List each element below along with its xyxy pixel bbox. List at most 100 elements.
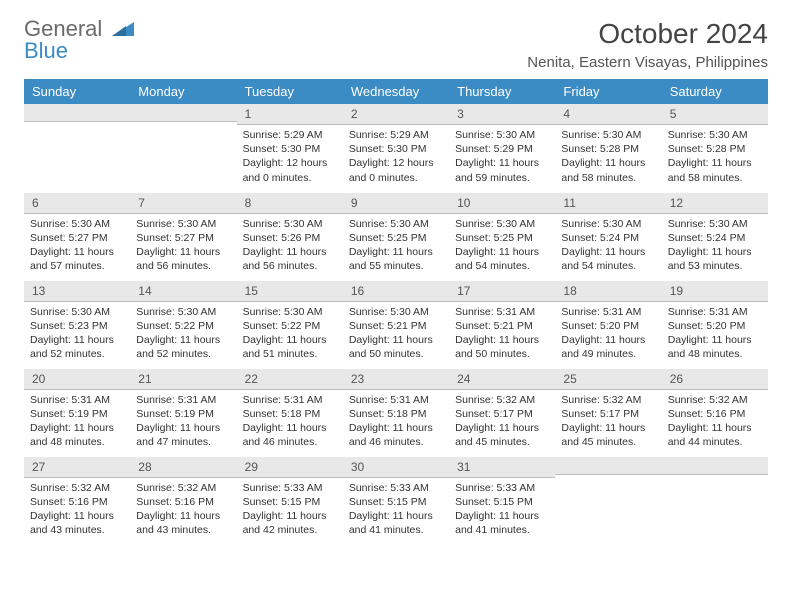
day-number: 31 [449, 457, 555, 478]
calendar-day-cell: 20Sunrise: 5:31 AMSunset: 5:19 PMDayligh… [24, 368, 130, 456]
calendar-week-row: 20Sunrise: 5:31 AMSunset: 5:19 PMDayligh… [24, 368, 768, 456]
calendar-day-cell: 1Sunrise: 5:29 AMSunset: 5:30 PMDaylight… [237, 104, 343, 192]
weekday-friday: Friday [555, 79, 661, 104]
calendar-day-cell: 23Sunrise: 5:31 AMSunset: 5:18 PMDayligh… [343, 368, 449, 456]
day-details: Sunrise: 5:30 AMSunset: 5:28 PMDaylight:… [662, 125, 768, 188]
calendar-day-cell: 22Sunrise: 5:31 AMSunset: 5:18 PMDayligh… [237, 368, 343, 456]
calendar-day-cell: 31Sunrise: 5:33 AMSunset: 5:15 PMDayligh… [449, 456, 555, 544]
day-number: 3 [449, 104, 555, 125]
calendar-day-cell: 7Sunrise: 5:30 AMSunset: 5:27 PMDaylight… [130, 192, 236, 280]
day-number: 11 [555, 193, 661, 214]
calendar-day-cell: 2Sunrise: 5:29 AMSunset: 5:30 PMDaylight… [343, 104, 449, 192]
day-details: Sunrise: 5:31 AMSunset: 5:19 PMDaylight:… [24, 390, 130, 453]
title-block: October 2024 Nenita, Eastern Visayas, Ph… [527, 18, 768, 71]
calendar-day-cell: 28Sunrise: 5:32 AMSunset: 5:16 PMDayligh… [130, 456, 236, 544]
day-number: 30 [343, 457, 449, 478]
day-number: 4 [555, 104, 661, 125]
page-header: General Blue October 2024 Nenita, Easter… [24, 18, 768, 71]
day-number: 26 [662, 369, 768, 390]
calendar-empty-cell [662, 456, 768, 544]
calendar-day-cell: 25Sunrise: 5:32 AMSunset: 5:17 PMDayligh… [555, 368, 661, 456]
calendar-day-cell: 3Sunrise: 5:30 AMSunset: 5:29 PMDaylight… [449, 104, 555, 192]
day-details: Sunrise: 5:30 AMSunset: 5:27 PMDaylight:… [130, 214, 236, 277]
month-title: October 2024 [527, 18, 768, 50]
day-number: 10 [449, 193, 555, 214]
day-number: 28 [130, 457, 236, 478]
day-details: Sunrise: 5:32 AMSunset: 5:16 PMDaylight:… [130, 478, 236, 541]
calendar-day-cell: 4Sunrise: 5:30 AMSunset: 5:28 PMDaylight… [555, 104, 661, 192]
location-text: Nenita, Eastern Visayas, Philippines [527, 54, 768, 71]
day-details: Sunrise: 5:31 AMSunset: 5:21 PMDaylight:… [449, 302, 555, 365]
empty-daynum [662, 457, 768, 475]
day-details: Sunrise: 5:32 AMSunset: 5:17 PMDaylight:… [449, 390, 555, 453]
weekday-thursday: Thursday [449, 79, 555, 104]
day-details: Sunrise: 5:32 AMSunset: 5:16 PMDaylight:… [24, 478, 130, 541]
day-number: 22 [237, 369, 343, 390]
day-details: Sunrise: 5:30 AMSunset: 5:22 PMDaylight:… [237, 302, 343, 365]
day-number: 16 [343, 281, 449, 302]
calendar-day-cell: 18Sunrise: 5:31 AMSunset: 5:20 PMDayligh… [555, 280, 661, 368]
calendar-empty-cell [555, 456, 661, 544]
weekday-sunday: Sunday [24, 79, 130, 104]
calendar-day-cell: 30Sunrise: 5:33 AMSunset: 5:15 PMDayligh… [343, 456, 449, 544]
calendar-day-cell: 13Sunrise: 5:30 AMSunset: 5:23 PMDayligh… [24, 280, 130, 368]
day-number: 18 [555, 281, 661, 302]
day-details: Sunrise: 5:32 AMSunset: 5:16 PMDaylight:… [662, 390, 768, 453]
day-number: 29 [237, 457, 343, 478]
day-details: Sunrise: 5:30 AMSunset: 5:24 PMDaylight:… [662, 214, 768, 277]
day-number: 17 [449, 281, 555, 302]
weekday-tuesday: Tuesday [237, 79, 343, 104]
day-details: Sunrise: 5:30 AMSunset: 5:23 PMDaylight:… [24, 302, 130, 365]
day-details: Sunrise: 5:29 AMSunset: 5:30 PMDaylight:… [343, 125, 449, 188]
day-number: 2 [343, 104, 449, 125]
day-details: Sunrise: 5:33 AMSunset: 5:15 PMDaylight:… [237, 478, 343, 541]
calendar-empty-cell [130, 104, 236, 192]
weekday-saturday: Saturday [662, 79, 768, 104]
day-number: 15 [237, 281, 343, 302]
calendar-day-cell: 10Sunrise: 5:30 AMSunset: 5:25 PMDayligh… [449, 192, 555, 280]
day-number: 1 [237, 104, 343, 125]
day-details: Sunrise: 5:31 AMSunset: 5:18 PMDaylight:… [237, 390, 343, 453]
calendar-day-cell: 27Sunrise: 5:32 AMSunset: 5:16 PMDayligh… [24, 456, 130, 544]
calendar-day-cell: 26Sunrise: 5:32 AMSunset: 5:16 PMDayligh… [662, 368, 768, 456]
day-details: Sunrise: 5:30 AMSunset: 5:21 PMDaylight:… [343, 302, 449, 365]
calendar-day-cell: 19Sunrise: 5:31 AMSunset: 5:20 PMDayligh… [662, 280, 768, 368]
day-number: 12 [662, 193, 768, 214]
logo-triangle-icon [112, 16, 134, 41]
day-details: Sunrise: 5:29 AMSunset: 5:30 PMDaylight:… [237, 125, 343, 188]
day-number: 8 [237, 193, 343, 214]
day-number: 5 [662, 104, 768, 125]
calendar-day-cell: 17Sunrise: 5:31 AMSunset: 5:21 PMDayligh… [449, 280, 555, 368]
calendar-table: SundayMondayTuesdayWednesdayThursdayFrid… [24, 79, 768, 545]
day-number: 23 [343, 369, 449, 390]
weekday-wednesday: Wednesday [343, 79, 449, 104]
day-number: 21 [130, 369, 236, 390]
empty-daynum [130, 104, 236, 122]
day-number: 20 [24, 369, 130, 390]
empty-daynum [555, 457, 661, 475]
calendar-day-cell: 21Sunrise: 5:31 AMSunset: 5:19 PMDayligh… [130, 368, 236, 456]
calendar-day-cell: 24Sunrise: 5:32 AMSunset: 5:17 PMDayligh… [449, 368, 555, 456]
day-number: 13 [24, 281, 130, 302]
day-details: Sunrise: 5:31 AMSunset: 5:18 PMDaylight:… [343, 390, 449, 453]
calendar-day-cell: 12Sunrise: 5:30 AMSunset: 5:24 PMDayligh… [662, 192, 768, 280]
day-details: Sunrise: 5:33 AMSunset: 5:15 PMDaylight:… [449, 478, 555, 541]
day-details: Sunrise: 5:30 AMSunset: 5:25 PMDaylight:… [449, 214, 555, 277]
day-number: 6 [24, 193, 130, 214]
calendar-week-row: 13Sunrise: 5:30 AMSunset: 5:23 PMDayligh… [24, 280, 768, 368]
day-details: Sunrise: 5:30 AMSunset: 5:26 PMDaylight:… [237, 214, 343, 277]
calendar-week-row: 27Sunrise: 5:32 AMSunset: 5:16 PMDayligh… [24, 456, 768, 544]
calendar-week-row: 6Sunrise: 5:30 AMSunset: 5:27 PMDaylight… [24, 192, 768, 280]
day-number: 25 [555, 369, 661, 390]
brand-line2: Blue [24, 38, 68, 63]
day-number: 27 [24, 457, 130, 478]
day-details: Sunrise: 5:31 AMSunset: 5:20 PMDaylight:… [555, 302, 661, 365]
day-details: Sunrise: 5:30 AMSunset: 5:29 PMDaylight:… [449, 125, 555, 188]
day-details: Sunrise: 5:32 AMSunset: 5:17 PMDaylight:… [555, 390, 661, 453]
weekday-monday: Monday [130, 79, 236, 104]
calendar-day-cell: 14Sunrise: 5:30 AMSunset: 5:22 PMDayligh… [130, 280, 236, 368]
day-details: Sunrise: 5:30 AMSunset: 5:25 PMDaylight:… [343, 214, 449, 277]
calendar-day-cell: 15Sunrise: 5:30 AMSunset: 5:22 PMDayligh… [237, 280, 343, 368]
calendar-day-cell: 8Sunrise: 5:30 AMSunset: 5:26 PMDaylight… [237, 192, 343, 280]
calendar-day-cell: 11Sunrise: 5:30 AMSunset: 5:24 PMDayligh… [555, 192, 661, 280]
